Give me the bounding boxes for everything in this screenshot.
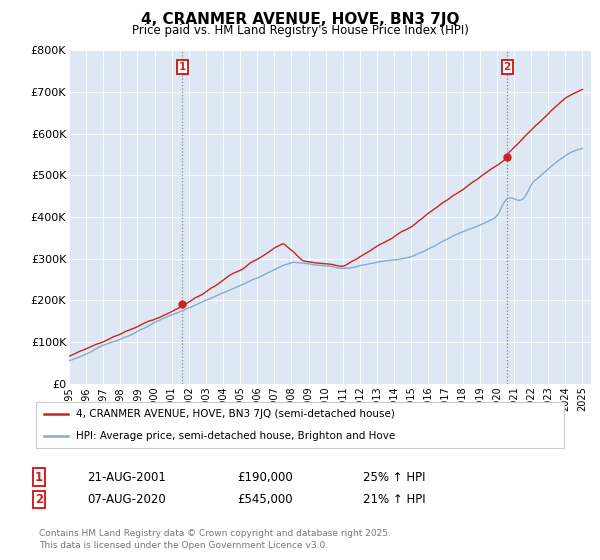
Text: HPI: Average price, semi-detached house, Brighton and Hove: HPI: Average price, semi-detached house,… xyxy=(76,431,395,441)
Text: 4, CRANMER AVENUE, HOVE, BN3 7JQ (semi-detached house): 4, CRANMER AVENUE, HOVE, BN3 7JQ (semi-d… xyxy=(76,409,394,419)
Text: Price paid vs. HM Land Registry's House Price Index (HPI): Price paid vs. HM Land Registry's House … xyxy=(131,24,469,37)
Text: 25% ↑ HPI: 25% ↑ HPI xyxy=(363,470,425,484)
Text: £190,000: £190,000 xyxy=(237,470,293,484)
Text: 4, CRANMER AVENUE, HOVE, BN3 7JQ: 4, CRANMER AVENUE, HOVE, BN3 7JQ xyxy=(141,12,459,27)
Text: 1: 1 xyxy=(35,470,43,484)
Text: 21% ↑ HPI: 21% ↑ HPI xyxy=(363,493,425,506)
Text: 07-AUG-2020: 07-AUG-2020 xyxy=(87,493,166,506)
Text: 2: 2 xyxy=(503,62,511,72)
Text: 1: 1 xyxy=(179,62,186,72)
Text: £545,000: £545,000 xyxy=(237,493,293,506)
Text: Contains HM Land Registry data © Crown copyright and database right 2025.
This d: Contains HM Land Registry data © Crown c… xyxy=(39,529,391,550)
Text: 2: 2 xyxy=(35,493,43,506)
Text: 21-AUG-2001: 21-AUG-2001 xyxy=(87,470,166,484)
